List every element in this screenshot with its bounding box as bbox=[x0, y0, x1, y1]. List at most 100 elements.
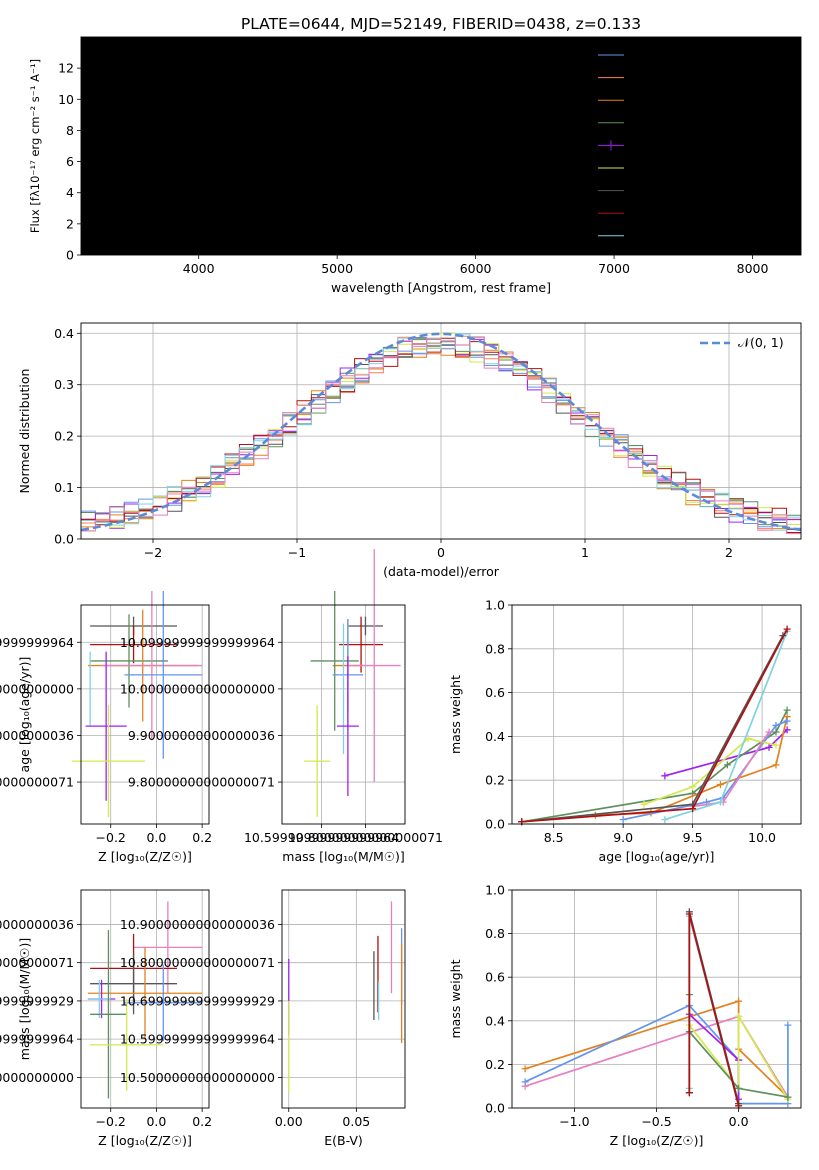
x-tick-label: 8000 bbox=[737, 261, 769, 276]
x-axis-label: E(B-V) bbox=[324, 1133, 363, 1148]
weight-series-marker bbox=[723, 761, 731, 769]
weight-series-marker bbox=[735, 1084, 743, 1092]
errorbar-point bbox=[339, 616, 384, 673]
x-tick-label: 1 bbox=[581, 545, 589, 560]
y-tick-label: 0.2 bbox=[54, 429, 74, 444]
y-axis-label: age [log₁₀(age/yr)] bbox=[17, 657, 32, 773]
legend-entry-value: =4 bbox=[758, 184, 775, 198]
legend-entry-sub: SSP bbox=[729, 100, 745, 110]
x-tick-label: −0.2 bbox=[96, 1114, 126, 1129]
y-tick-label: 0.2 bbox=[485, 773, 505, 788]
y-tick-label: 0.3 bbox=[54, 377, 74, 392]
legend-entry: Kroupa ELODIE, NSSP=4 bbox=[634, 161, 769, 178]
axes-frame bbox=[281, 889, 406, 1109]
errorbar-point bbox=[336, 656, 359, 797]
plot-area bbox=[80, 332, 802, 535]
x-tick-label: 0.00 bbox=[275, 1114, 303, 1129]
weight-series-line bbox=[688, 1013, 789, 1100]
legend-entry-sub: SSP bbox=[745, 123, 761, 133]
legend-entry-text: Chabrier MILES, N bbox=[634, 48, 737, 62]
x-tick-label: 6000 bbox=[460, 261, 492, 276]
y-axis-label: mass weight bbox=[448, 959, 463, 1038]
x-axis-label: (data-model)/error bbox=[383, 564, 500, 579]
legend-entry-text: Salpeter ELODIE, N bbox=[634, 138, 744, 152]
axes-frame bbox=[511, 604, 802, 825]
axes-frame bbox=[80, 889, 210, 1109]
legend-entry: Salpeter ELODIE, NSSP=3 bbox=[634, 138, 776, 155]
errorbar-point bbox=[85, 651, 127, 801]
legend-entry-sub: SSP bbox=[741, 213, 757, 223]
weight-series-marker bbox=[661, 816, 669, 824]
x-tick-label: 0.2 bbox=[192, 830, 212, 845]
y-tick-label: 10.50000000000000000 bbox=[0, 1070, 74, 1085]
weight-series-marker bbox=[772, 741, 780, 749]
plot-area bbox=[518, 625, 791, 826]
legend-entry-value: =4 bbox=[752, 71, 769, 85]
weight-series-marker bbox=[521, 1078, 529, 1086]
panel-mass-vs-ebv: 0.00 0.05 10.50000000000000000 10.599999999… bbox=[120, 889, 406, 1148]
weight-series-marker bbox=[735, 1012, 743, 1020]
weight-series-line bbox=[664, 630, 788, 821]
weight-series-marker bbox=[765, 728, 773, 736]
x-tick-label: 2 bbox=[725, 545, 733, 560]
legend-entry-value: =4 bbox=[752, 161, 769, 175]
y-tick-label: 10.59999999999999964 bbox=[0, 1032, 74, 1047]
legend-entry-sub: SSP bbox=[744, 145, 760, 155]
errorbar-point bbox=[90, 614, 168, 708]
y-tick-label: 4 bbox=[66, 185, 74, 200]
weight-series-marker bbox=[783, 625, 791, 633]
errorbar-point bbox=[124, 591, 203, 759]
y-tick-label: 10.00000000000000000 bbox=[120, 681, 275, 696]
y-tick-label: 0.0 bbox=[54, 532, 74, 547]
x-tick-label: 0.0 bbox=[146, 830, 166, 845]
x-tick-label: 4000 bbox=[183, 261, 215, 276]
y-axis-label: Normed distribution bbox=[17, 369, 32, 494]
y-tick-label: 10.69999999999999929 bbox=[120, 993, 275, 1008]
weight-series-marker bbox=[521, 1065, 529, 1073]
y-axis-label: mass [log₁₀(M/M☉)] bbox=[17, 938, 32, 1060]
panels: 4000 5000 6000 7000 8000024681012wavelength … bbox=[0, 36, 802, 1148]
x-axis-label: Z [log₁₀(Z/Z☉)] bbox=[98, 1133, 192, 1148]
panel-weight-vs-age: 8.5 9.0 9.5 10.0 0.0 0.2 0.4 0.6 0.8 1.0 age [log₁… bbox=[448, 598, 802, 864]
y-tick-label: 0.4 bbox=[485, 1013, 505, 1028]
y-tick-label: 10.00000000000000000 bbox=[0, 681, 74, 696]
legend-entry-value: =4 bbox=[753, 48, 770, 62]
y-tick-label: 0.4 bbox=[485, 729, 505, 744]
x-tick-label: −0.5 bbox=[641, 1114, 671, 1129]
legend-entry-sub: SSP bbox=[736, 78, 752, 88]
errorbar-point bbox=[133, 901, 203, 994]
weight-series-marker bbox=[765, 743, 773, 751]
y-tick-label: 10.50000000000000000 bbox=[120, 1070, 275, 1085]
x-tick-label: 9.5 bbox=[683, 830, 703, 845]
weight-series-marker bbox=[716, 781, 724, 789]
plot-area bbox=[71, 591, 203, 818]
figure-title: PLATE=0644, MJD=52149, FIBERID=0438, z=0… bbox=[241, 15, 641, 33]
y-tick-label: 0.4 bbox=[54, 326, 74, 341]
y-tick-label: 10.09999999999999964 bbox=[0, 635, 74, 650]
x-axis-label: Z [log₁₀(Z/Z☉)] bbox=[98, 849, 192, 864]
weight-series-marker bbox=[784, 1021, 792, 1029]
weight-series-marker bbox=[735, 997, 743, 1005]
legend-entry-text: Kroupa STELIB, N bbox=[634, 229, 734, 243]
y-tick-label: 0 bbox=[66, 248, 74, 263]
y-tick-label: 2 bbox=[66, 216, 74, 231]
y-tick-label: 0.8 bbox=[485, 926, 505, 941]
x-axis-label: age [log₁₀(age/yr)] bbox=[599, 849, 715, 864]
y-tick-label: 9.90000000000000036 bbox=[128, 728, 275, 743]
plot-area bbox=[521, 908, 792, 1110]
x-tick-label: 0.0 bbox=[146, 1114, 166, 1129]
weight-series-marker bbox=[685, 1089, 693, 1097]
x-tick-label: −0.2 bbox=[96, 830, 126, 845]
y-axis-label: mass weight bbox=[448, 675, 463, 754]
weight-series-marker bbox=[689, 805, 697, 813]
weight-series-marker bbox=[772, 728, 780, 736]
y-tick-label: 10.80000000000000071 bbox=[120, 955, 275, 970]
errorbar-point bbox=[87, 979, 111, 1019]
legend-normal-label: 𝒩(0, 1) bbox=[738, 335, 784, 350]
y-tick-label: 0.6 bbox=[485, 685, 505, 700]
legend-entry-sub: SSP bbox=[736, 168, 752, 178]
y-tick-label: 8 bbox=[66, 123, 74, 138]
y-tick-label: 0.0 bbox=[485, 1101, 505, 1116]
legend-entry: Salpeter STELIB, NSSP=4 bbox=[634, 206, 774, 223]
errorbar-point bbox=[90, 930, 127, 1099]
